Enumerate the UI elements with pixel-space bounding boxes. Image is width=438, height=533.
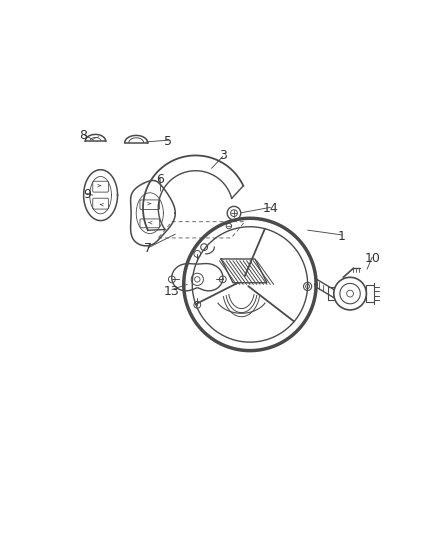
Text: 14: 14 <box>262 201 278 215</box>
Text: 7: 7 <box>144 243 152 255</box>
Text: 8: 8 <box>80 128 88 142</box>
Text: 5: 5 <box>164 135 173 148</box>
Text: 9: 9 <box>83 188 91 201</box>
Text: 3: 3 <box>219 149 227 162</box>
Text: 10: 10 <box>364 253 380 265</box>
Text: 1: 1 <box>338 230 346 244</box>
Text: 13: 13 <box>164 285 180 298</box>
Text: 6: 6 <box>156 173 164 185</box>
